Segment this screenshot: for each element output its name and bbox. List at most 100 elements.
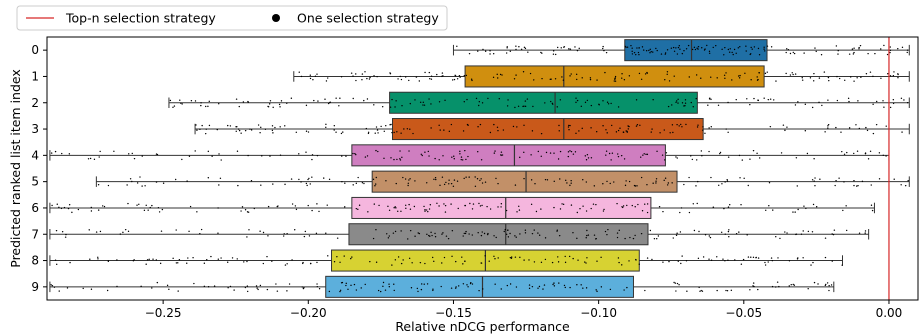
point-9: [246, 285, 249, 287]
point-9: [757, 288, 759, 291]
point-3: [595, 131, 598, 133]
point-8: [132, 260, 135, 262]
point-4: [128, 153, 130, 155]
point-2: [875, 100, 878, 103]
point-3: [858, 127, 861, 130]
point-5: [559, 178, 561, 180]
point-0: [649, 48, 651, 51]
point-3: [866, 129, 869, 132]
point-0: [852, 53, 855, 55]
point-6: [295, 208, 298, 211]
point-8: [519, 256, 521, 259]
point-5: [602, 183, 604, 185]
point-1: [613, 80, 615, 82]
point-1: [366, 77, 368, 80]
point-1: [499, 73, 502, 76]
point-9: [355, 289, 358, 291]
point-7: [616, 232, 619, 234]
point-9: [543, 284, 546, 286]
point-7: [445, 235, 448, 237]
point-4: [853, 152, 855, 155]
point-2: [821, 104, 823, 107]
point-0: [652, 51, 654, 53]
point-9: [469, 282, 472, 285]
point-5: [107, 184, 110, 187]
point-0: [753, 46, 756, 48]
point-1: [400, 78, 403, 81]
point-7: [495, 236, 497, 239]
point-5: [465, 176, 467, 178]
point-2: [208, 100, 210, 103]
point-3: [284, 125, 286, 127]
point-4: [500, 151, 503, 153]
point-2: [391, 98, 393, 101]
point-9: [482, 288, 484, 290]
point-4: [665, 152, 668, 154]
point-4: [236, 150, 239, 152]
point-5: [207, 177, 210, 179]
point-0: [505, 52, 508, 54]
point-5: [565, 179, 567, 182]
point-3: [205, 132, 207, 135]
point-2: [423, 104, 426, 106]
point-3: [558, 124, 560, 127]
point-7: [451, 230, 454, 232]
point-4: [131, 152, 133, 155]
point-5: [625, 180, 627, 182]
point-1: [737, 75, 740, 77]
point-0: [664, 52, 667, 54]
point-8: [544, 258, 547, 261]
point-6: [147, 209, 149, 211]
point-5: [566, 182, 568, 184]
point-0: [456, 45, 458, 48]
point-5: [695, 185, 697, 187]
point-6: [316, 203, 318, 205]
point-8: [724, 260, 726, 262]
point-8: [187, 257, 189, 259]
point-8: [97, 256, 99, 258]
point-6: [481, 204, 483, 207]
point-4: [523, 151, 525, 154]
point-8: [770, 257, 773, 259]
point-1: [764, 72, 767, 75]
point-2: [559, 99, 562, 101]
point-2: [892, 99, 895, 101]
point-8: [617, 257, 620, 259]
point-6: [812, 203, 815, 206]
point-6: [486, 205, 488, 208]
point-6: [450, 203, 452, 205]
point-3: [367, 132, 370, 135]
point-4: [341, 155, 343, 157]
point-8: [400, 262, 403, 265]
point-9: [53, 286, 56, 288]
point-1: [369, 76, 371, 79]
point-6: [294, 205, 297, 207]
point-3: [375, 126, 378, 128]
point-2: [272, 106, 274, 109]
point-1: [710, 76, 712, 78]
point-3: [697, 124, 699, 126]
point-6: [500, 203, 503, 205]
box-1: [464, 65, 765, 88]
point-5: [747, 184, 749, 187]
point-0: [603, 49, 605, 52]
point-6: [658, 205, 661, 208]
point-9: [674, 282, 677, 284]
point-3: [383, 130, 385, 132]
point-2: [763, 97, 765, 99]
point-4: [354, 152, 356, 155]
point-6: [427, 210, 429, 213]
point-0: [683, 50, 685, 52]
point-1: [424, 71, 426, 74]
point-6: [358, 204, 361, 206]
point-2: [419, 101, 422, 103]
point-2: [552, 103, 554, 105]
point-1: [813, 72, 815, 75]
point-7: [160, 230, 163, 232]
point-9: [393, 283, 395, 285]
legend-label-points: One selection strategy: [297, 11, 439, 26]
point-3: [450, 123, 453, 126]
point-4: [664, 159, 666, 161]
point-1: [757, 78, 759, 81]
point-5: [636, 185, 638, 187]
